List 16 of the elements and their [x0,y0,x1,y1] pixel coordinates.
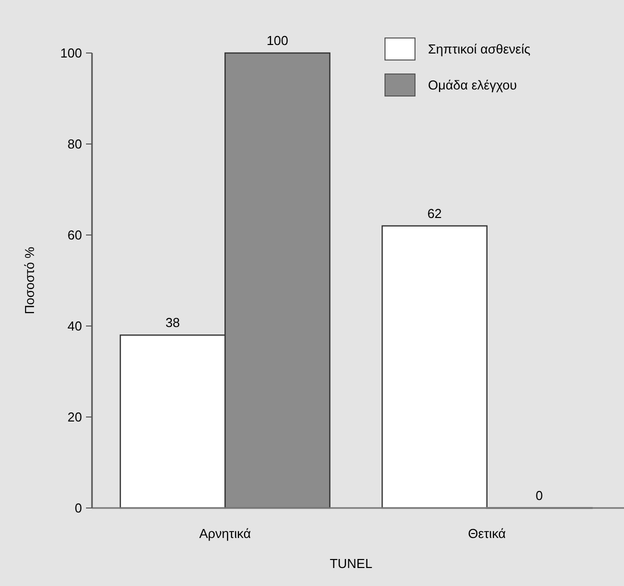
x-tick-label: Θετικά [468,526,506,541]
y-tick-label: 40 [68,318,82,334]
y-tick-label: 80 [68,136,82,152]
data-label: 0 [536,488,543,503]
x-tick-label: Αρνητικά [199,526,252,541]
x-axis-title: TUNEL [330,556,372,571]
legend-label: Σηπτικοί ασθενείς [428,42,530,57]
data-label: 62 [427,206,442,221]
y-tick-label: 0 [74,500,82,516]
data-label: 100 [266,33,288,48]
y-axis-title: Ποσοστό % [22,246,37,314]
y-tick-label: 60 [68,228,82,243]
data-label: 38 [165,315,180,330]
y-tick-label: 20 [68,410,82,425]
legend-label: Ομάδα ελέγχου [428,78,517,93]
y-tick-label: 100 [60,46,82,61]
